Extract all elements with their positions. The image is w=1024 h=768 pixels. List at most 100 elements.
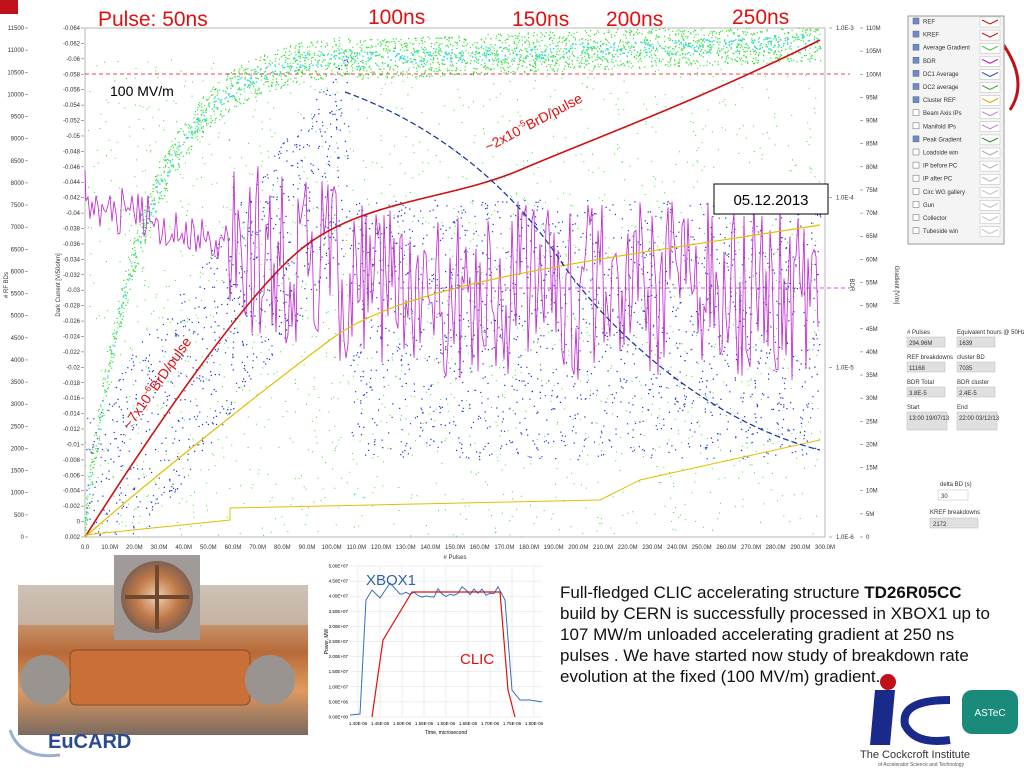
- fit-curve: [344, 91, 821, 451]
- field-label: End: [957, 405, 968, 411]
- legend-line: [981, 32, 999, 38]
- field-box: [937, 489, 969, 501]
- legend-checkbox: [912, 188, 920, 195]
- ref-trace: [84, 39, 821, 538]
- y-tick-label: -0.038: [63, 227, 81, 233]
- y-tick-label: 5500: [11, 292, 25, 298]
- legend-swatch: [979, 95, 1001, 106]
- field-value: 22:00 03/12/13: [959, 416, 1000, 422]
- legend-label: KREF: [923, 33, 939, 39]
- field-label: Start: [907, 405, 920, 411]
- y-tick-label: 105M: [866, 49, 881, 55]
- y-tick-label: -0.028: [63, 304, 81, 310]
- y-tick-label: -0.036: [63, 242, 81, 248]
- legend-label: Beam Axis IPs: [923, 111, 962, 117]
- y-tick-label: 55M: [866, 281, 878, 287]
- y-tick-label: 4000: [11, 358, 25, 364]
- inset-clic-trace: [371, 591, 516, 718]
- legend-checkbox: [912, 201, 920, 208]
- legend-line: [981, 163, 999, 169]
- y-tick-label: 3.50E+07: [329, 609, 349, 614]
- legend-swatch: [979, 43, 1001, 54]
- y-tick-label: -0.012: [63, 427, 81, 433]
- field-label: BDR cluster: [957, 380, 989, 386]
- legend-checkbox: [912, 174, 920, 182]
- logo-cockcroft-mark: [870, 690, 895, 745]
- y-tick-label: -0.04: [66, 211, 80, 217]
- logo-astec: [962, 690, 1018, 734]
- y-tick-label: 80M: [866, 165, 878, 171]
- axis-title: Power, MW: [324, 628, 330, 654]
- legend-label: Average Gradient: [923, 46, 970, 52]
- y-tick-label: -0.008: [63, 458, 81, 464]
- axis-title: # RF BDs: [4, 272, 10, 298]
- y-tick-label: -0.024: [63, 334, 81, 340]
- legend-label: Collector: [923, 216, 947, 222]
- y-tick-label: 1.0E-3: [836, 26, 854, 32]
- x-tick-label: 40.0M: [175, 545, 192, 551]
- x-tick-label: 280.0M: [766, 545, 786, 551]
- legend-checkbox: [912, 122, 920, 130]
- y-tick-label: 0: [77, 520, 81, 526]
- axis-title: BDR: [848, 279, 854, 292]
- field-box: [906, 361, 946, 373]
- y-tick-label: 6500: [11, 247, 25, 253]
- description-rest: build by CERN is successfully processed …: [560, 604, 990, 686]
- logo-swoosh: [8, 729, 61, 758]
- x-tick-label: 220.0M: [618, 545, 638, 551]
- legend-line: [981, 176, 999, 182]
- legend-label: DC1 Average: [923, 72, 959, 78]
- rate-exp: -5: [515, 118, 527, 131]
- y-tick-label: 1.00E+07: [329, 684, 349, 689]
- axes: 1150011000105001000095009000850080007500…: [4, 26, 899, 561]
- y-tick-label: 20M: [866, 442, 878, 448]
- y-tick-label: 100M: [866, 72, 881, 78]
- field-value: 1639: [959, 341, 973, 347]
- field-label: Equivalent hours @ 50Hz: [957, 330, 1024, 336]
- legend-checkbox: [912, 109, 920, 116]
- field-label: cluster BD: [957, 355, 985, 361]
- y-tick-label: 0: [21, 535, 25, 541]
- legend-label: Gun: [923, 203, 934, 209]
- y-tick-label: 35M: [866, 373, 878, 379]
- legend-label: BDR: [923, 59, 936, 65]
- y-tick-label: 2000: [11, 446, 25, 452]
- logo-cockcroft-dot: [880, 674, 896, 690]
- field-box: [906, 411, 948, 431]
- field-value: 2172: [933, 522, 947, 528]
- y-tick-label: 7000: [11, 225, 25, 231]
- field-value: 2.4E-5: [959, 391, 977, 397]
- legend-swatch: [979, 173, 1001, 185]
- x-tick-label: 1.55E-06: [415, 721, 434, 726]
- x-tick-label: 270.0M: [741, 545, 761, 551]
- field-value: 294.96M: [909, 341, 932, 347]
- y-tick-label: -0.06: [66, 57, 80, 63]
- legend-swatch: [979, 29, 1001, 41]
- plot-area: [84, 27, 826, 538]
- photo-flange: [245, 655, 295, 705]
- y-tick-label: -0.052: [63, 119, 81, 125]
- y-tick-label: -0.022: [63, 350, 81, 356]
- field-box: [906, 386, 946, 398]
- y-tick-label: 0.002: [65, 535, 81, 541]
- legend-line: [981, 216, 999, 222]
- field-box: [956, 411, 998, 431]
- date: 05.12.2013: [733, 192, 808, 209]
- y-tick-label: 85M: [866, 142, 878, 148]
- legend-checkbox: [912, 148, 920, 156]
- scatter-cloud: [85, 34, 822, 519]
- x-tick-label: 130.0M: [396, 545, 416, 551]
- bdr-trace: [84, 166, 819, 380]
- field-label: REF breakdowns: [907, 355, 953, 361]
- field-box: [956, 386, 996, 398]
- x-tick-label: 290.0M: [790, 545, 810, 551]
- legend-line: [981, 189, 999, 195]
- y-tick-label: 5000: [11, 314, 25, 320]
- y-tick-label: 2.00E+07: [329, 654, 349, 659]
- y-tick-label: -0.02: [66, 365, 80, 371]
- legend-checkbox: [912, 227, 920, 234]
- photo-flange: [20, 655, 70, 705]
- legend-swatch: [979, 121, 1001, 133]
- y-tick-label: -0.006: [63, 473, 81, 479]
- legend-line: [981, 202, 999, 208]
